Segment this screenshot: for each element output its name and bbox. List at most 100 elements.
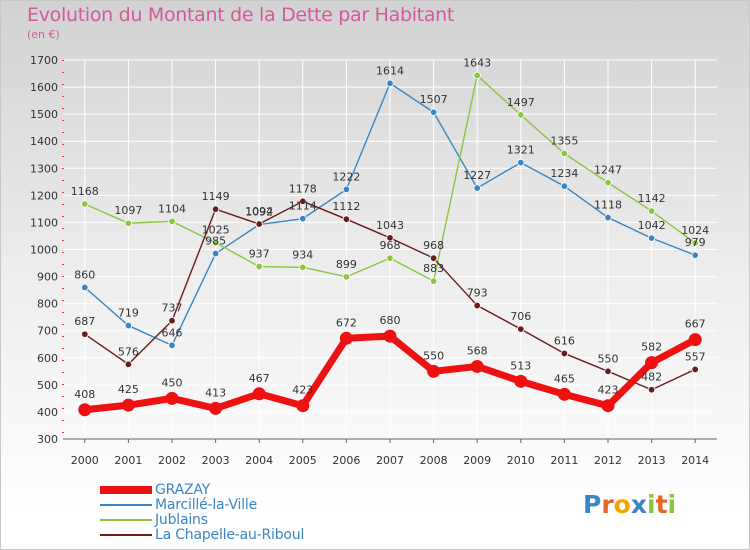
legend-label-grazay: GRAZAY: [155, 482, 211, 498]
data-label-grazay: 408: [74, 388, 95, 401]
data-label-jublains: 1025: [202, 224, 230, 237]
logo-letter: i: [667, 490, 677, 519]
y-tick-label: 600: [37, 352, 58, 365]
data-point-grazay: [165, 391, 179, 405]
data-point-jublains: [299, 263, 307, 272]
data-label-la-chapelle-au-riboul: 737: [162, 302, 183, 315]
data-point-marcille-la-ville: [211, 249, 220, 258]
data-label-marcille-la-ville: 979: [685, 236, 706, 249]
y-tick-label: 1700: [30, 54, 58, 67]
data-point-la-chapelle-au-riboul: [473, 301, 481, 310]
data-label-marcille-la-ville: 1114: [289, 200, 317, 213]
x-tick-label: 2005: [289, 454, 317, 467]
data-label-jublains: 899: [336, 258, 357, 271]
data-point-jublains: [429, 277, 438, 285]
label-layer: 860 719 646 985 1092 1114 1222 1614 1507 1227 1321…: [71, 56, 709, 400]
data-label-marcille-la-ville: 719: [118, 307, 139, 320]
logo-letter: i: [647, 490, 656, 519]
data-label-la-chapelle-au-riboul: 1043: [376, 219, 404, 232]
data-label-la-chapelle-au-riboul: 1178: [289, 182, 317, 195]
data-label-grazay: 568: [467, 344, 488, 357]
data-point-marcille-la-ville: [81, 283, 89, 292]
data-label-la-chapelle-au-riboul: 616: [554, 334, 575, 347]
data-point-jublains: [255, 262, 263, 271]
data-label-grazay: 465: [554, 372, 575, 385]
logo-letter: o: [613, 490, 631, 519]
data-point-marcille-la-ville: [604, 213, 612, 222]
x-tick-label: 2001: [114, 454, 142, 467]
data-label-marcille-la-ville: 985: [205, 235, 226, 248]
y-tick-label: 1500: [30, 108, 58, 121]
x-tick-label: 2014: [681, 454, 709, 467]
data-label-marcille-la-ville: 1321: [507, 144, 535, 157]
x-tick-label: 2003: [202, 454, 230, 467]
data-point-grazay: [252, 387, 266, 401]
data-point-jublains: [124, 219, 133, 227]
data-point-la-chapelle-au-riboul: [255, 220, 263, 228]
data-label-grazay: 667: [685, 318, 706, 331]
data-label-marcille-la-ville: 646: [162, 326, 183, 339]
data-point-jublains: [647, 207, 656, 215]
data-label-jublains: 1104: [158, 202, 186, 215]
y-tick-label: 1100: [30, 216, 58, 229]
data-point-grazay: [427, 364, 441, 378]
data-label-marcille-la-ville: 860: [74, 268, 95, 281]
data-point-marcille-la-ville: [647, 234, 656, 242]
x-tick-label: 2011: [550, 454, 578, 467]
legend-label-marcille-la-ville: Marcillé-la-Ville: [155, 497, 257, 513]
data-point-grazay: [78, 403, 92, 417]
data-point-la-chapelle-au-riboul: [691, 365, 699, 374]
data-point-jublains: [473, 71, 481, 80]
data-label-la-chapelle-au-riboul: 968: [423, 239, 444, 252]
data-label-jublains: 1168: [71, 185, 99, 198]
legend-swatch-jublains: [100, 519, 152, 521]
data-label-marcille-la-ville: 1092: [245, 206, 273, 219]
data-point-la-chapelle-au-riboul: [429, 254, 438, 262]
data-label-jublains: 1097: [114, 204, 142, 217]
data-point-marcille-la-ville: [299, 214, 307, 223]
x-tick-label: 2000: [71, 454, 99, 467]
data-label-jublains: 1142: [638, 192, 666, 205]
data-point-marcille-la-ville: [342, 185, 351, 194]
data-label-grazay: 680: [380, 314, 401, 327]
logo-letter: t: [655, 490, 668, 519]
data-label-la-chapelle-au-riboul: 482: [641, 371, 662, 384]
y-tick-label: 800: [37, 298, 58, 311]
data-label-jublains: 1497: [507, 96, 535, 109]
y-tick-label: 1200: [30, 189, 58, 202]
data-label-grazay: 672: [336, 316, 357, 329]
data-label-la-chapelle-au-riboul: 576: [118, 345, 139, 358]
data-point-la-chapelle-au-riboul: [386, 234, 394, 242]
chart-subtitle: (en €): [27, 28, 60, 41]
data-point-la-chapelle-au-riboul: [81, 330, 89, 338]
proxiti-logo: Proxiti: [583, 490, 676, 519]
y-tick-label: 1600: [30, 81, 58, 94]
data-label-marcille-la-ville: 1614: [376, 64, 404, 77]
data-point-grazay: [339, 331, 353, 345]
x-tick-label: 2007: [376, 454, 404, 467]
data-label-marcille-la-ville: 1227: [463, 169, 491, 182]
data-point-marcille-la-ville: [691, 251, 699, 259]
data-point-grazay: [601, 399, 615, 413]
data-label-la-chapelle-au-riboul: 706: [510, 310, 531, 323]
data-label-la-chapelle-au-riboul: 1094: [245, 205, 273, 218]
data-point-jublains: [342, 273, 351, 281]
data-point-marcille-la-ville: [473, 184, 481, 192]
axis-layer: 300 400 500 600 700 800 900 1000 1100 1200 1300 140…: [30, 54, 717, 467]
data-point-la-chapelle-au-riboul: [342, 215, 351, 223]
data-point-jublains: [604, 178, 612, 187]
data-point-grazay: [383, 329, 397, 343]
data-point-jublains: [386, 254, 394, 262]
data-point-grazay: [470, 359, 484, 373]
data-point-grazay: [296, 399, 310, 413]
data-label-grazay: 582: [641, 341, 662, 354]
data-point-marcille-la-ville: [386, 79, 394, 87]
data-label-la-chapelle-au-riboul: 1149: [202, 190, 230, 203]
data-label-jublains: 883: [423, 262, 444, 275]
data-label-jublains: 1024: [681, 224, 709, 237]
logo-letter: x: [630, 490, 647, 519]
data-point-la-chapelle-au-riboul: [124, 360, 133, 368]
x-tick-label: 2002: [158, 454, 186, 467]
